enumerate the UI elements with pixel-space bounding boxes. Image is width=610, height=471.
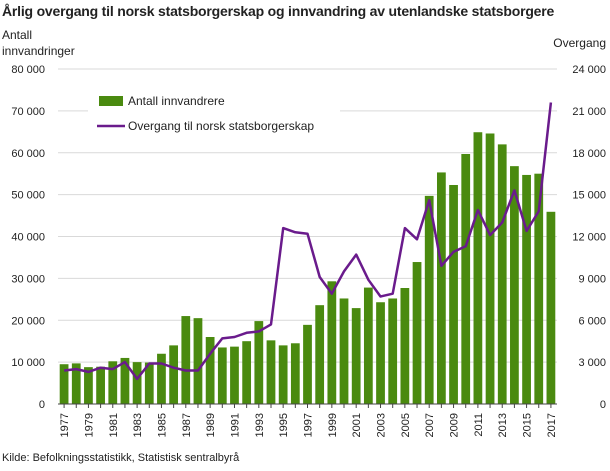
y-tick-left: 60 000 xyxy=(11,148,45,160)
x-tick-label: 2005 xyxy=(400,413,412,437)
x-tick-label: 2013 xyxy=(497,413,509,437)
bar xyxy=(412,262,422,404)
bar xyxy=(510,166,519,404)
legend: Antall innvandrere Overgang til norsk st… xyxy=(88,84,340,138)
bar xyxy=(230,346,239,404)
y-tick-right: 3 000 xyxy=(578,357,606,369)
bar xyxy=(327,281,337,404)
left-axis-label-line-1: Antall xyxy=(2,28,33,42)
bar xyxy=(254,321,264,404)
chart-title: Årlig overgang til norsk statsborgerskap… xyxy=(2,3,555,19)
bar xyxy=(217,347,227,404)
y-tick-right: 0 xyxy=(600,399,606,411)
bar xyxy=(351,308,361,404)
x-tick-label: 2007 xyxy=(424,413,436,437)
bar xyxy=(522,174,531,404)
bar xyxy=(290,343,300,404)
bar-series xyxy=(59,132,556,405)
x-tick-label: 2017 xyxy=(546,413,558,437)
y-tick-right: 6 000 xyxy=(578,315,606,327)
x-tick-label: 2003 xyxy=(376,413,388,437)
y-tick-left: 40 000 xyxy=(11,232,45,244)
x-tick-label: 1991 xyxy=(229,413,241,437)
right-axis-label: Overgang xyxy=(553,36,606,50)
bar xyxy=(424,195,434,404)
bar xyxy=(266,340,276,404)
bar xyxy=(315,305,325,404)
y-tick-right: 9 000 xyxy=(578,273,606,285)
line-series xyxy=(63,102,553,381)
y-tick-right: 15 000 xyxy=(572,190,606,202)
bar xyxy=(461,154,471,404)
bar xyxy=(363,287,373,404)
x-tick-label: 1997 xyxy=(303,413,315,437)
legend-line-label: Overgang til norsk statsborgerskap xyxy=(128,119,314,133)
bar xyxy=(376,302,385,404)
source-note: Kilde: Befolkningsstatistikk, Statistisk… xyxy=(2,452,240,464)
x-tick-label: 1995 xyxy=(278,413,290,437)
bar xyxy=(303,324,312,404)
legend-bar-label: Antall innvandrere xyxy=(128,94,225,108)
bar xyxy=(485,133,495,405)
x-tick-label: 1985 xyxy=(156,413,168,437)
bar xyxy=(193,318,203,404)
bar xyxy=(449,184,458,404)
bar xyxy=(108,361,118,404)
y-tick-right: 12 000 xyxy=(572,232,606,244)
y-tick-left: 50 000 xyxy=(11,190,45,202)
y-tick-left: 10 000 xyxy=(11,357,45,369)
y-tick-left: 0 xyxy=(39,399,45,411)
x-tick-label: 1989 xyxy=(205,413,217,437)
bar xyxy=(497,144,507,404)
x-tick-label: 2001 xyxy=(351,413,363,437)
bar xyxy=(205,337,215,404)
left-axis-label-line-2: innvandringer xyxy=(2,44,75,58)
bar xyxy=(84,367,93,404)
legend-box xyxy=(88,84,340,138)
x-tick-label: 1993 xyxy=(254,413,266,437)
bar xyxy=(278,345,288,404)
y-tick-left: 20 000 xyxy=(11,315,45,327)
x-tick-label: 2015 xyxy=(522,413,534,437)
bar xyxy=(400,288,410,404)
bar xyxy=(436,172,446,404)
bar xyxy=(169,345,179,404)
y-tick-right: 24 000 xyxy=(572,64,606,76)
bar xyxy=(120,357,130,404)
bar xyxy=(473,132,483,404)
y-tick-left: 80 000 xyxy=(11,64,45,76)
bar xyxy=(71,363,81,404)
bar xyxy=(144,362,154,404)
axes: 0 0 10 000 3 000 20 000 6 000 30 000 9 000 40 00… xyxy=(11,64,606,437)
x-tick-label: 2009 xyxy=(449,413,461,437)
bar xyxy=(59,364,69,404)
x-tick-label: 1981 xyxy=(108,413,120,437)
bar xyxy=(181,316,191,404)
bar xyxy=(534,173,544,404)
bar xyxy=(132,362,142,404)
y-tick-left: 30 000 xyxy=(11,273,45,285)
x-tick-label: 1977 xyxy=(59,413,71,437)
legend-bar-swatch xyxy=(99,96,123,106)
series-line xyxy=(63,102,553,381)
x-tick-label: 1983 xyxy=(132,413,144,437)
bar xyxy=(157,353,166,404)
y-tick-right: 18 000 xyxy=(572,148,606,160)
bar xyxy=(96,366,105,404)
bar xyxy=(339,298,349,404)
bar xyxy=(546,211,556,404)
x-tick-label: 1999 xyxy=(327,413,339,437)
left-axis-label: Antall innvandringer xyxy=(2,27,75,59)
x-tick-label: 1987 xyxy=(181,413,193,437)
x-tick-label: 2011 xyxy=(473,413,485,437)
y-tick-left: 70 000 xyxy=(11,106,45,118)
bar xyxy=(242,341,252,404)
x-tick-label: 1979 xyxy=(83,413,95,437)
y-tick-right: 21 000 xyxy=(572,106,606,118)
bar xyxy=(388,298,398,404)
